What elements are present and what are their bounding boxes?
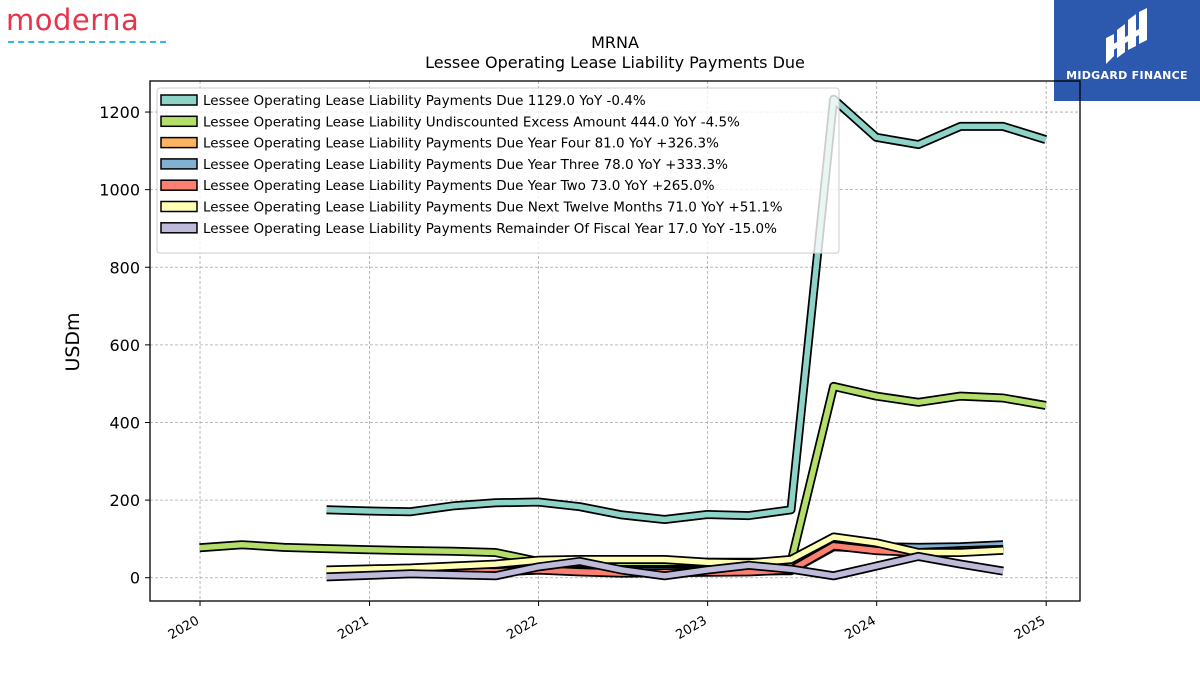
- y-tick-label: 600: [109, 336, 140, 355]
- legend-swatch: [160, 158, 198, 170]
- legend-entry: Lessee Operating Lease Liability Payment…: [203, 200, 783, 216]
- moderna-logo: moderna: [6, 2, 176, 46]
- y-tick-label: 800: [109, 258, 140, 277]
- series-line-6: [326, 553, 1004, 580]
- series-line-1: [199, 383, 1047, 565]
- y-axis-label: USDm: [62, 312, 84, 371]
- plot-frame: [149, 80, 1081, 602]
- series-layer: [199, 94, 1048, 582]
- legend-swatch: [160, 179, 198, 191]
- legend-swatch: [160, 115, 198, 128]
- series-line-0: [326, 96, 1047, 523]
- legend-swatch: [160, 222, 198, 234]
- legend-swatch: [160, 200, 198, 213]
- legend-entry: Lessee Operating Lease Liability Payment…: [203, 157, 728, 173]
- legend-swatch: [160, 94, 198, 106]
- moderna-wordmark: moderna: [6, 3, 140, 37]
- chart-subtitle: Lessee Operating Lease Liability Payment…: [425, 53, 805, 72]
- chart-title: MRNA: [591, 33, 639, 52]
- legend-entry: Lessee Operating Lease Liability Payment…: [203, 93, 646, 109]
- x-axis: 2020 2021 2022 2023 2024 2025: [166, 601, 1048, 643]
- moderna-logo-underline: [8, 41, 166, 43]
- legend-entry: Lessee Operating Lease Liability Undisco…: [203, 114, 740, 130]
- x-tick-label: 2025: [1012, 613, 1048, 643]
- midgard-emblem-icon: [1106, 8, 1147, 64]
- legend: Lessee Operating Lease Liability Payment…: [156, 87, 840, 254]
- y-axis: 0 200 400 600 800 1000 1200: [99, 103, 150, 588]
- legend-entry: Lessee Operating Lease Liability Payment…: [203, 136, 719, 152]
- x-tick-label: 2022: [504, 613, 540, 643]
- x-tick-label: 2024: [843, 613, 879, 643]
- midgard-finance-logo: MIDGARD FINANCE: [1054, 0, 1200, 101]
- x-tick-label: 2023: [673, 613, 709, 643]
- y-tick-label: 1000: [99, 181, 140, 200]
- legend-swatch: [160, 136, 198, 149]
- x-tick-label: 2021: [335, 613, 371, 643]
- series-outline-1: [199, 381, 1047, 567]
- legend-box: [156, 87, 840, 254]
- y-tick-label: 0: [130, 569, 140, 588]
- midgard-finance-name: MIDGARD FINANCE: [1066, 69, 1188, 82]
- legend-entry: Lessee Operating Lease Liability Payment…: [203, 178, 715, 194]
- y-tick-label: 200: [109, 491, 140, 510]
- x-tick-label: 2020: [166, 613, 202, 643]
- y-tick-label: 400: [109, 413, 140, 432]
- y-tick-label: 1200: [99, 103, 140, 122]
- series-line-5: [326, 534, 1004, 573]
- legend-entry: Lessee Operating Lease Liability Payment…: [203, 221, 777, 237]
